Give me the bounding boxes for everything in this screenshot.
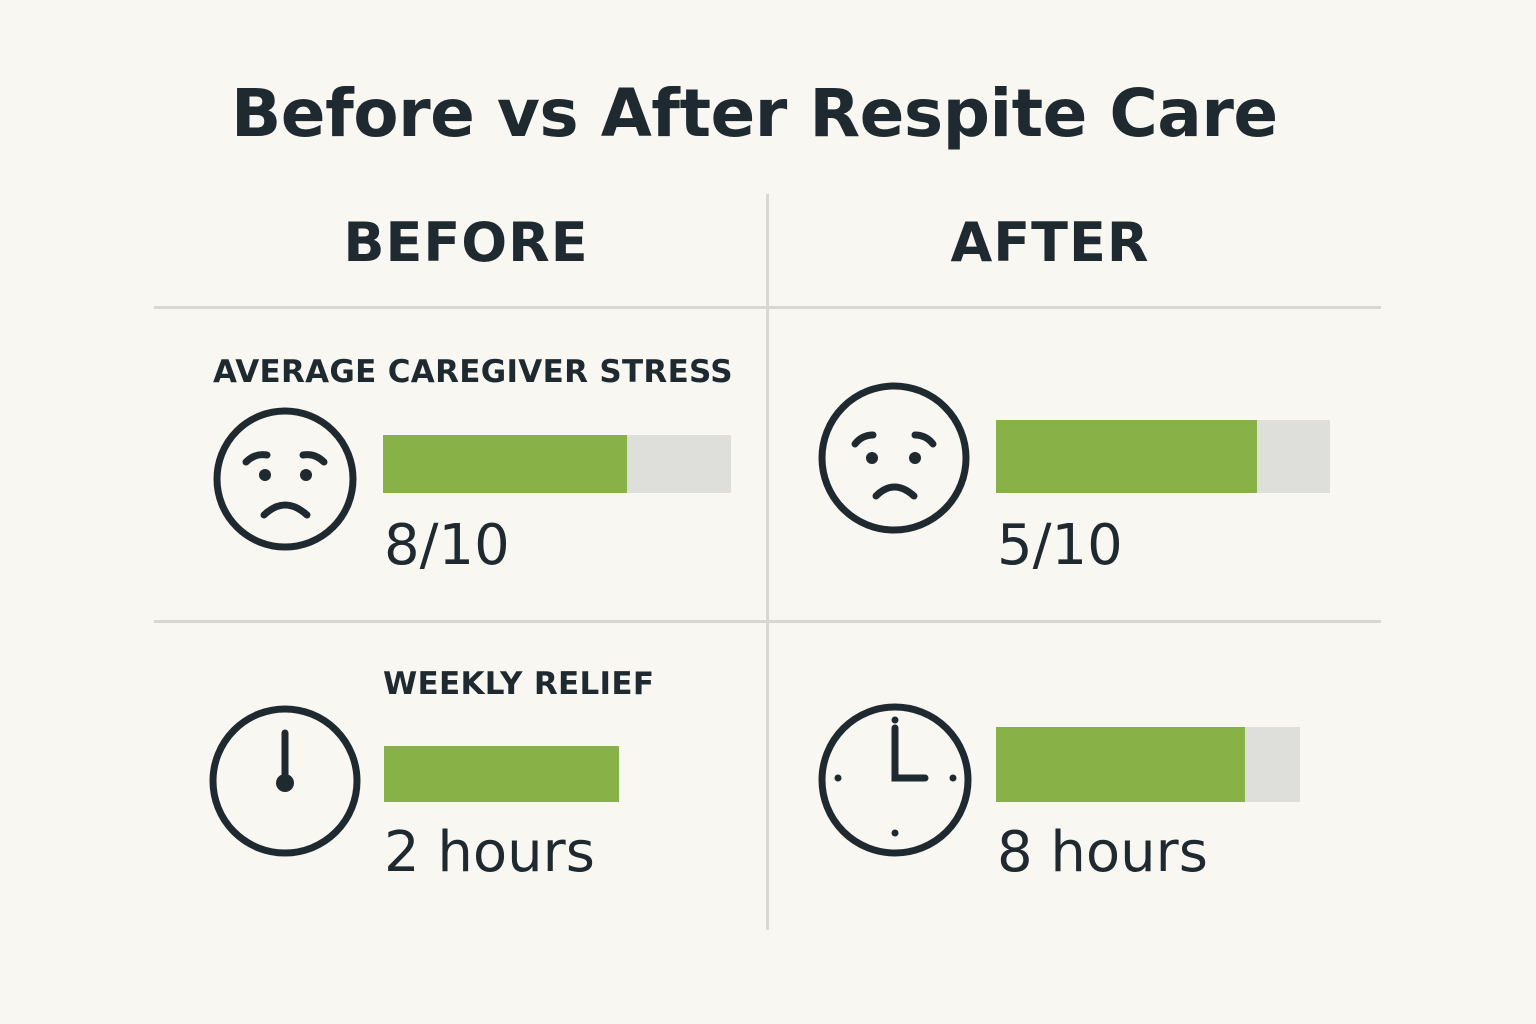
column-header-before: BEFORE — [343, 211, 589, 274]
relief-metric-label: WEEKLY RELIEF — [383, 666, 655, 702]
relief-before-bar-fill — [384, 746, 619, 802]
header-divider-left — [154, 306, 766, 309]
relief-after-bar — [996, 727, 1300, 802]
stress-before-value: 8/10 — [384, 513, 510, 578]
clock-icon — [209, 705, 362, 857]
stress-before-bar — [383, 435, 731, 493]
stress-after-bar — [996, 420, 1330, 493]
relief-after-value: 8 hours — [997, 820, 1208, 885]
stress-after-value: 5/10 — [997, 513, 1123, 578]
stress-metric-label: AVERAGE CAREGIVER STRESS — [213, 354, 733, 390]
row-divider-right — [769, 620, 1381, 623]
header-divider-right — [769, 306, 1381, 309]
relief-before-value: 2 hours — [384, 820, 595, 885]
clock-icon — [818, 702, 974, 858]
relief-after-bar-fill — [996, 727, 1246, 802]
row-divider-left — [154, 620, 766, 623]
frowning-face-icon — [818, 382, 970, 534]
vertical-divider — [766, 194, 769, 930]
relief-before-bar — [384, 746, 619, 802]
page-title: Before vs After Respite Care — [231, 75, 1278, 152]
stress-before-bar-fill — [383, 435, 627, 493]
worried-face-icon — [213, 407, 359, 553]
column-header-after: AFTER — [950, 211, 1150, 274]
stress-after-bar-fill — [996, 420, 1257, 493]
